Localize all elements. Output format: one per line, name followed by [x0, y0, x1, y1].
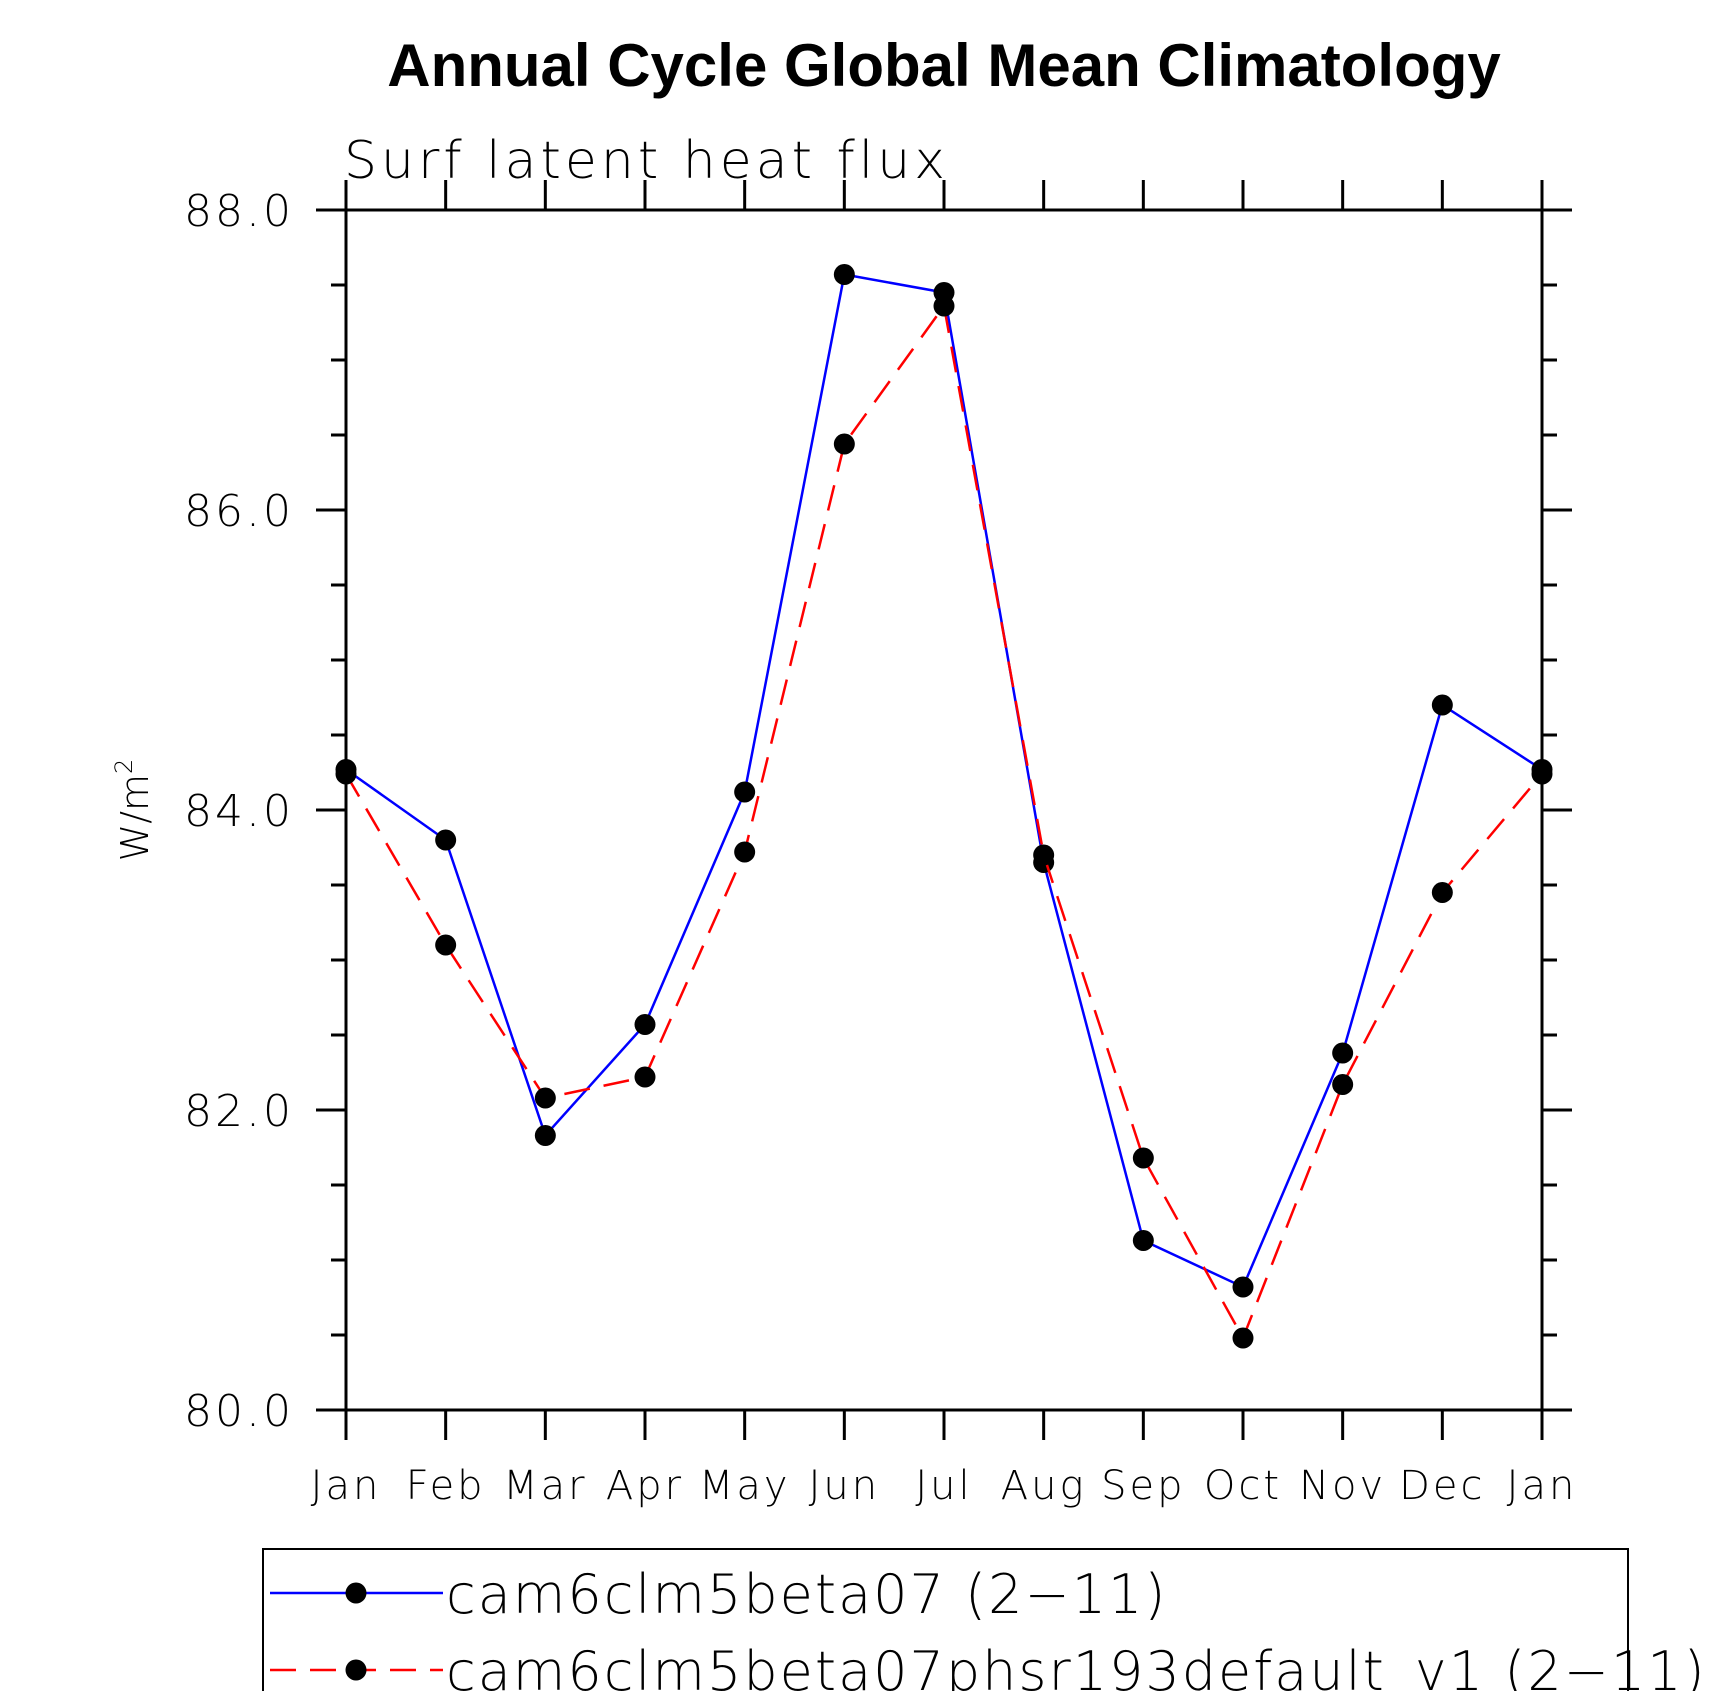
x-tick-label: Aug — [1001, 1463, 1087, 1509]
x-tick-label: Apr — [606, 1463, 684, 1509]
x-tick-label: Jul — [915, 1463, 972, 1509]
data-point — [1431, 882, 1453, 903]
x-tick-label: May — [699, 1463, 791, 1509]
x-tick-label: Mar — [503, 1463, 587, 1509]
data-point — [534, 1087, 556, 1109]
data-point — [734, 781, 756, 803]
x-tick-label: Nov — [1299, 1463, 1386, 1509]
data-point — [1531, 763, 1553, 785]
y-tick-label: 80.0 — [184, 1386, 294, 1437]
series-line — [345, 273, 1543, 1289]
legend-box — [262, 1548, 1629, 1691]
x-tick-label: Jan — [311, 1463, 382, 1509]
x-tick-label: Feb — [406, 1463, 486, 1509]
y-tick-label: 84.0 — [184, 786, 294, 837]
data-point — [1132, 1230, 1154, 1251]
data-point — [1232, 1276, 1254, 1298]
legend-label: cam6clm5beta07phsr193default_v1 (2−11) — [446, 1640, 1707, 1691]
data-point — [734, 841, 756, 863]
y-tick-label: 86.0 — [184, 486, 294, 537]
data-point — [335, 763, 357, 785]
legend: cam6clm5beta07 (2−11) cam6clm5beta07phsr1… — [262, 1548, 1707, 1691]
chart-title: Annual Cycle Global Mean Climatology — [387, 32, 1501, 99]
y-axis-label: W/m2 — [110, 759, 157, 862]
legend-marker — [345, 1582, 367, 1604]
series-1 — [335, 264, 1553, 1298]
y-tick-label: 88.0 — [184, 186, 294, 237]
y-axis-label-superscript: 2 — [110, 759, 138, 774]
legend-marker — [345, 1659, 367, 1681]
data-point — [1332, 1074, 1354, 1095]
legend-item: cam6clm5beta07phsr193default_v1 (2−11) — [270, 1640, 1707, 1691]
legend-item: cam6clm5beta07 (2−11) — [270, 1563, 1167, 1626]
legend-label: cam6clm5beta07 (2−11) — [446, 1563, 1167, 1626]
data-point — [534, 1125, 556, 1146]
data-point — [1033, 844, 1055, 866]
data-point — [435, 829, 457, 851]
series-layer — [335, 264, 1553, 1349]
data-point — [833, 433, 855, 455]
data-point — [933, 295, 955, 317]
data-point — [1332, 1042, 1354, 1064]
x-tick-label: Oct — [1204, 1463, 1282, 1509]
series-2 — [335, 295, 1553, 1349]
data-point — [1431, 694, 1453, 716]
data-point — [1132, 1147, 1154, 1169]
data-point — [634, 1066, 656, 1088]
x-tick-label: Jun — [809, 1463, 881, 1509]
y-tick-label: 82.0 — [184, 1086, 294, 1137]
y-axis-label-base: W/m — [113, 774, 157, 861]
series-line — [344, 302, 1543, 1341]
data-point — [1232, 1327, 1254, 1349]
axes: Jan Feb Mar Apr May Jun Jul Aug Sep Oct Nov Dec Jan 8… — [184, 180, 1578, 1509]
data-point — [435, 934, 457, 956]
x-tick-label: Sep — [1101, 1463, 1185, 1509]
data-point — [634, 1014, 656, 1035]
x-tick-label: Jan — [1507, 1463, 1578, 1509]
x-tick-label: Dec — [1399, 1463, 1485, 1509]
data-point — [833, 264, 855, 285]
